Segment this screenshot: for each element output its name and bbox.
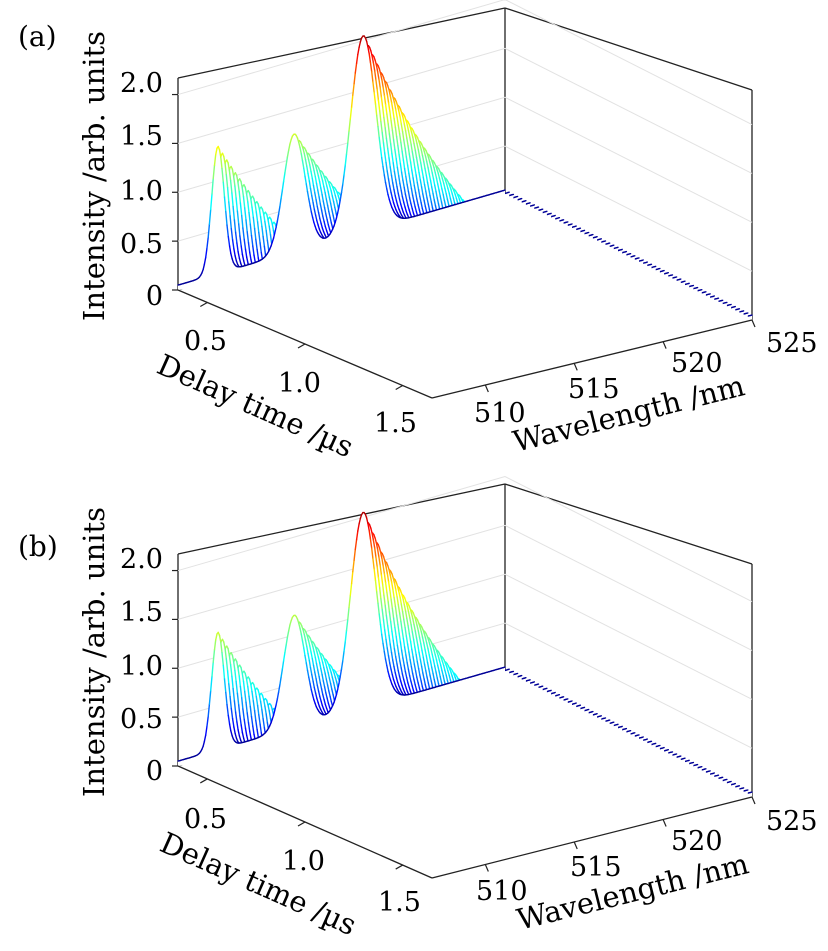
figure: (a) 2.0 1.5 1.0 0.5 0 0.5 1.0 1.5: [0, 0, 828, 951]
panel-label: (a): [18, 20, 57, 53]
z-gridline: [178, 0, 752, 125]
waterfall-traces: [178, 36, 752, 398]
panel-a: (a) 2.0 1.5 1.0 0.5 0 0.5 1.0 1.5: [18, 0, 818, 464]
top-right-edge: [505, 8, 752, 90]
top-left-edge: [178, 8, 505, 78]
z-tick-marks: [172, 95, 178, 290]
z-gridline: [178, 48, 752, 173]
